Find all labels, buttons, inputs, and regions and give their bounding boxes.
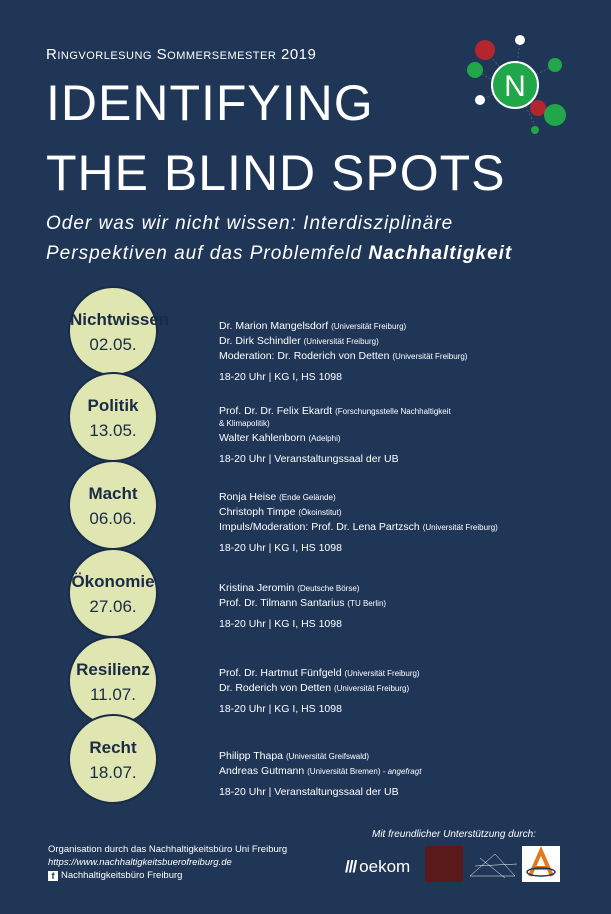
speaker-name: Andreas Gutmann [219,765,305,777]
speaker-affiliation: (Universität Freiburg) [422,523,498,532]
session-date: 27.06. [89,597,137,616]
sponsor-logo-4 [522,846,560,882]
speaker: Prof. Dr. Tilmann Santarius (TU Berlin) [219,596,386,611]
session-time: 18-20 Uhr | KG I, HS 1098 [219,542,342,554]
session-date: 18.07. [89,763,137,782]
speaker-name: Dr. Dirk Schindler [219,335,301,347]
speaker-name: Prof. Dr. Tilmann Santarius [219,597,345,609]
speaker-name: Impuls/Moderation: Prof. Dr. Lena Partzs… [219,521,420,533]
speaker: Kristina Jeromin (Deutsche Börse) [219,581,386,596]
speaker-affiliation: (Universität Freiburg) [331,322,407,331]
session-time: 18-20 Uhr | KG I, HS 1098 [219,618,342,630]
session-time: 18-20 Uhr | KG I, HS 1098 [219,371,342,383]
speaker-note: - angefragt [380,767,422,776]
session-date: 02.05. [89,335,137,354]
speaker: Walter Kahlenborn (Adelphi) [219,431,451,446]
session-topic: Ökonomie [71,572,155,591]
speaker-name: Dr. Marion Mangelsdorf [219,320,329,332]
facebook-label: Nachhaltigkeitsbüro Freiburg [61,870,183,881]
speaker: Dr. Roderich von Detten (Universität Fre… [219,681,420,696]
facebook-link[interactable]: f Nachhaltigkeitsbüro Freiburg [48,869,287,882]
footer-organisation: Organisation durch das Nachhaltigkeitsbü… [48,843,287,882]
session-details-macht: Ronja Heise (Ende Gelände) Christoph Tim… [219,490,498,556]
logo-letter: N [504,70,526,103]
subtitle-line-1: Oder was wir nicht wissen: Interdiszipli… [46,214,551,233]
subtitle-keyword: Nachhaltigkeit [368,243,513,264]
session-details-resilienz: Prof. Dr. Hartmut Fünfgeld (Universität … [219,666,420,717]
session-circle-recht: Recht 18.07. [68,714,158,804]
speaker-affiliation: (Ende Gelände) [279,493,336,502]
speaker-affiliation: (Ökoinstitut) [298,508,342,517]
speaker-name: Philipp Thapa [219,750,284,762]
speaker: Christoph Timpe (Ökoinstitut) [219,505,498,520]
speaker-affiliation: (Universität Freiburg) [303,337,379,346]
oekom-logo: ///oekom [345,857,410,877]
session-topic: Nichtwissen [70,310,170,329]
speaker-affiliation: (Universität Freiburg) [344,669,420,678]
speaker-name: Christoph Timpe [219,506,296,518]
session-circle-resilienz: Resilienz 11.07. [68,636,158,726]
speaker: Dr. Dirk Schindler (Universität Freiburg… [219,334,467,349]
session-date: 06.06. [89,509,137,528]
sponsor-logo-2 [425,846,463,882]
speaker-affiliation: & Klimapolitik) [219,419,270,428]
speaker-name: Prof. Dr. Hartmut Fünfgeld [219,667,342,679]
session-details-politik: Prof. Dr. Dr. Felix Ekardt (Forschungsst… [219,404,451,467]
speaker: Dr. Marion Mangelsdorf (Universität Frei… [219,319,467,334]
subtitle-text-1: Oder was wir nicht wissen: Interdiszipli… [46,213,454,234]
speaker-affiliation-continued: & Klimapolitik) [219,419,451,428]
subtitle-line-2: Perspektiven auf das Problemfeld Nachhal… [46,244,551,263]
network-logo: N [467,35,566,134]
session-details-recht: Philipp Thapa (Universität Greifswald) A… [219,749,421,800]
website-link[interactable]: https://www.nachhaltigkeitsbuerofreiburg… [48,857,232,868]
session-date: 13.05. [89,421,137,440]
title-line-1: IDENTIFYING [46,75,374,131]
oekom-text: oekom [359,857,411,876]
speaker-name: Walter Kahlenborn [219,432,306,444]
sponsor-logo-3 [469,853,518,879]
speaker-affiliation: (Universität Freiburg) [333,684,410,693]
organisation-text: Organisation durch das Nachhaltigkeitsbü… [48,844,288,855]
session-time: 18-20 Uhr | Veranstaltungssaal der UB [219,453,399,465]
speaker-name: Prof. Dr. Dr. Felix Ekardt [219,405,333,417]
support-label: Mit freundlicher Unterstützung durch: [372,829,536,840]
session-topic: Macht [88,484,138,503]
speaker: Prof. Dr. Dr. Felix Ekardt (Forschungsst… [219,404,451,419]
speaker: Impuls/Moderation: Prof. Dr. Lena Partzs… [219,520,498,535]
speaker-affiliation: (Adelphi) [308,434,341,443]
speaker-affiliation: (Universität Greifswald) [285,752,370,761]
session-details-oekonomie: Kristina Jeromin (Deutsche Börse) Prof. … [219,581,386,632]
session-time: 18-20 Uhr | Veranstaltungssaal der UB [219,786,399,798]
oekom-bars: /// [345,857,357,876]
speaker: Moderation: Dr. Roderich von Detten (Uni… [219,349,467,364]
speaker: Prof. Dr. Hartmut Fünfgeld (Universität … [219,666,420,681]
speaker-name: Kristina Jeromin [219,582,295,594]
speaker-affiliation: (Forschungsstelle Nachhaltigkeit [335,407,451,416]
session-circle-nichtwissen: Nichtwissen 02.05. [68,286,170,376]
speaker: Ronja Heise (Ende Gelände) [219,490,498,505]
session-circle-oekonomie: Ökonomie 27.06. [68,548,158,638]
series-label: Ringvorlesung Sommersemester 2019 [46,46,317,63]
session-details-nichtwissen: Dr. Marion Mangelsdorf (Universität Frei… [219,319,467,385]
speaker-affiliation: (Universität Bremen) [307,767,381,776]
subtitle-text-2: Perspektiven auf das Problemfeld [46,243,369,264]
speaker: Andreas Gutmann (Universität Bremen) - a… [219,764,421,779]
speaker-name: Dr. Roderich von Detten [219,682,332,694]
session-circle-politik: Politik 13.05. [68,372,158,462]
session-date: 11.07. [89,685,136,704]
title-line-2: THE BLIND SPOTS [46,145,506,201]
session-topic: Recht [89,738,137,757]
speaker-affiliation: (Universität Freiburg) [392,352,468,361]
session-topic: Politik [87,396,139,415]
facebook-icon: f [48,871,58,881]
session-circle-macht: Macht 06.06. [68,460,158,550]
session-topic: Resilienz [76,660,150,679]
speaker-affiliation: (TU Berlin) [347,599,387,608]
speaker: Philipp Thapa (Universität Greifswald) [219,749,421,764]
speaker-name: Moderation: Dr. Roderich von Detten [219,350,390,362]
speaker-affiliation: (Deutsche Börse) [297,584,360,593]
session-time: 18-20 Uhr | KG I, HS 1098 [219,703,342,715]
speaker-name: Ronja Heise [219,491,277,503]
